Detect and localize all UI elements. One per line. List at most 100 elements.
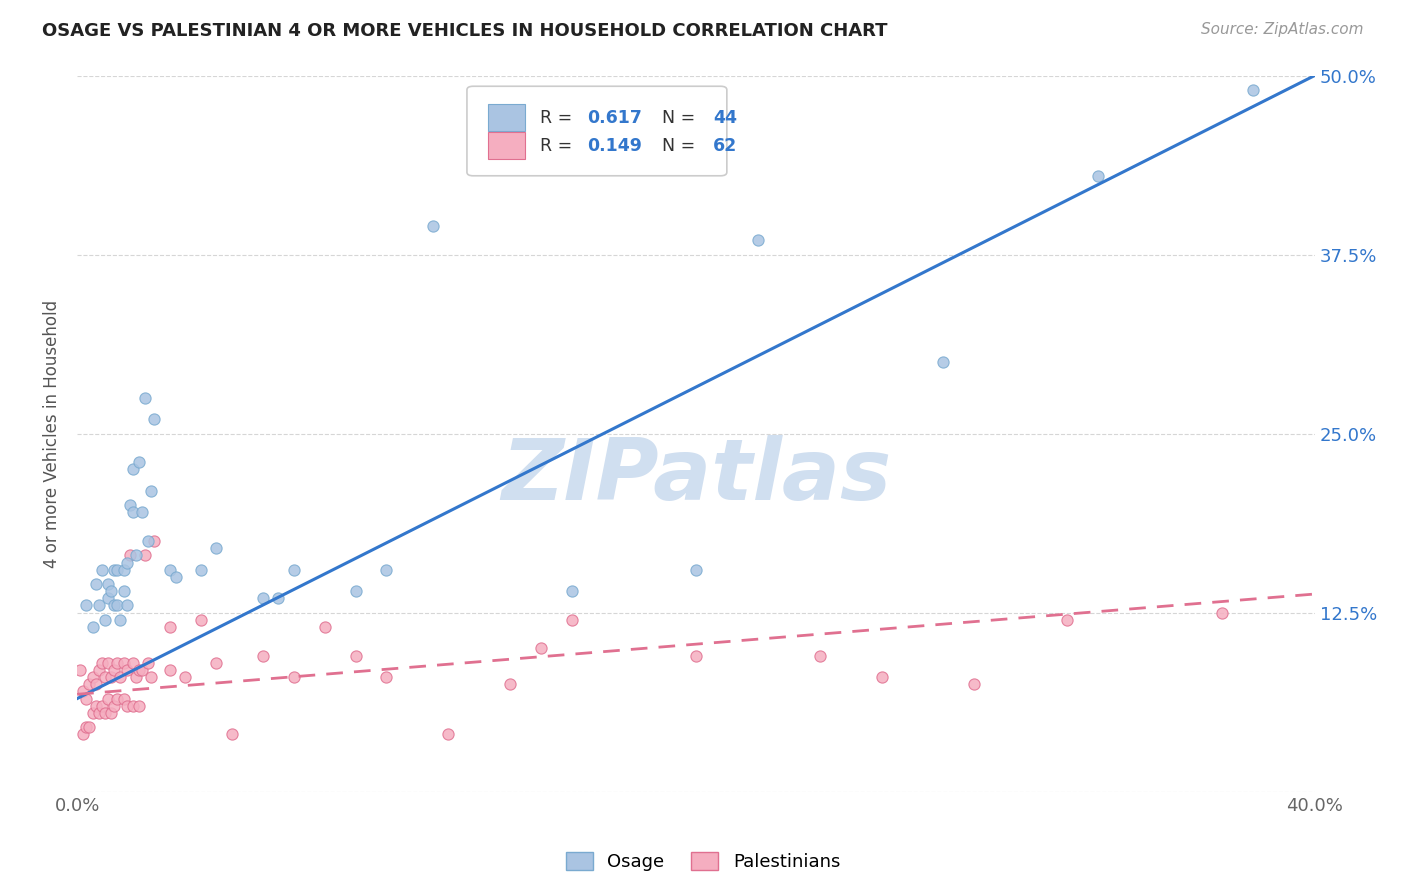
Point — [103, 599, 125, 613]
Point — [87, 706, 110, 720]
Point — [499, 677, 522, 691]
Point — [314, 620, 336, 634]
Text: ZIPatlas: ZIPatlas — [501, 435, 891, 518]
Point — [128, 663, 150, 677]
Point — [121, 656, 143, 670]
Text: R =: R = — [540, 109, 578, 127]
Point — [561, 584, 583, 599]
Point — [1211, 606, 1233, 620]
Point — [125, 670, 148, 684]
Point — [1056, 613, 1078, 627]
Point — [105, 563, 128, 577]
Point — [344, 584, 367, 599]
Point — [134, 549, 156, 563]
Point — [165, 570, 187, 584]
Point — [112, 656, 135, 670]
Point — [141, 670, 163, 684]
Point — [685, 563, 707, 577]
FancyBboxPatch shape — [488, 104, 524, 131]
Point — [252, 648, 274, 663]
Point — [963, 677, 986, 691]
Point — [112, 563, 135, 577]
Text: Source: ZipAtlas.com: Source: ZipAtlas.com — [1201, 22, 1364, 37]
Point — [87, 663, 110, 677]
Point — [100, 584, 122, 599]
Point — [221, 727, 243, 741]
Point — [97, 656, 120, 670]
Text: 0.617: 0.617 — [586, 109, 643, 127]
Point — [105, 656, 128, 670]
Point — [115, 663, 138, 677]
Point — [90, 563, 112, 577]
Point — [118, 498, 141, 512]
Point — [159, 563, 181, 577]
Point — [103, 698, 125, 713]
Point — [283, 563, 305, 577]
Point — [344, 648, 367, 663]
Point — [103, 563, 125, 577]
Point — [87, 599, 110, 613]
Point — [808, 648, 831, 663]
Point — [72, 727, 94, 741]
Point — [121, 462, 143, 476]
Point — [1087, 169, 1109, 183]
Point — [870, 670, 893, 684]
Point — [205, 541, 228, 556]
Point — [112, 691, 135, 706]
Point — [190, 563, 212, 577]
Point — [103, 663, 125, 677]
Point — [131, 663, 153, 677]
Point — [375, 670, 398, 684]
Point — [141, 483, 163, 498]
Point — [110, 613, 132, 627]
Y-axis label: 4 or more Vehicles in Household: 4 or more Vehicles in Household — [44, 300, 60, 567]
Point — [75, 720, 97, 734]
Point — [125, 549, 148, 563]
Point — [84, 577, 107, 591]
Point — [143, 534, 166, 549]
Point — [530, 641, 553, 656]
Point — [75, 599, 97, 613]
Point — [159, 620, 181, 634]
Point — [267, 591, 290, 606]
Point — [437, 727, 460, 741]
Point — [94, 613, 117, 627]
Point — [190, 613, 212, 627]
Point — [747, 233, 769, 247]
Point — [84, 677, 107, 691]
Point — [143, 412, 166, 426]
Point — [115, 556, 138, 570]
Point — [94, 670, 117, 684]
Text: R =: R = — [540, 136, 578, 154]
Text: 44: 44 — [713, 109, 737, 127]
Point — [685, 648, 707, 663]
Point — [1241, 83, 1264, 97]
Point — [97, 591, 120, 606]
Point — [121, 505, 143, 519]
Point — [134, 391, 156, 405]
Point — [84, 698, 107, 713]
Point — [75, 691, 97, 706]
Point — [90, 698, 112, 713]
Point — [112, 584, 135, 599]
Legend: Osage, Palestinians: Osage, Palestinians — [558, 845, 848, 879]
Point — [561, 613, 583, 627]
Text: N =: N = — [651, 109, 702, 127]
Point — [79, 720, 101, 734]
Point — [205, 656, 228, 670]
Point — [82, 670, 104, 684]
Point — [131, 505, 153, 519]
Text: N =: N = — [651, 136, 702, 154]
Text: OSAGE VS PALESTINIAN 4 OR MORE VEHICLES IN HOUSEHOLD CORRELATION CHART: OSAGE VS PALESTINIAN 4 OR MORE VEHICLES … — [42, 22, 887, 40]
Point — [283, 670, 305, 684]
Point — [932, 355, 955, 369]
Point — [110, 670, 132, 684]
Point — [115, 599, 138, 613]
FancyBboxPatch shape — [467, 87, 727, 176]
Point — [94, 706, 117, 720]
Point — [97, 577, 120, 591]
Point — [128, 698, 150, 713]
Point — [90, 656, 112, 670]
Point — [174, 670, 197, 684]
Point — [252, 591, 274, 606]
